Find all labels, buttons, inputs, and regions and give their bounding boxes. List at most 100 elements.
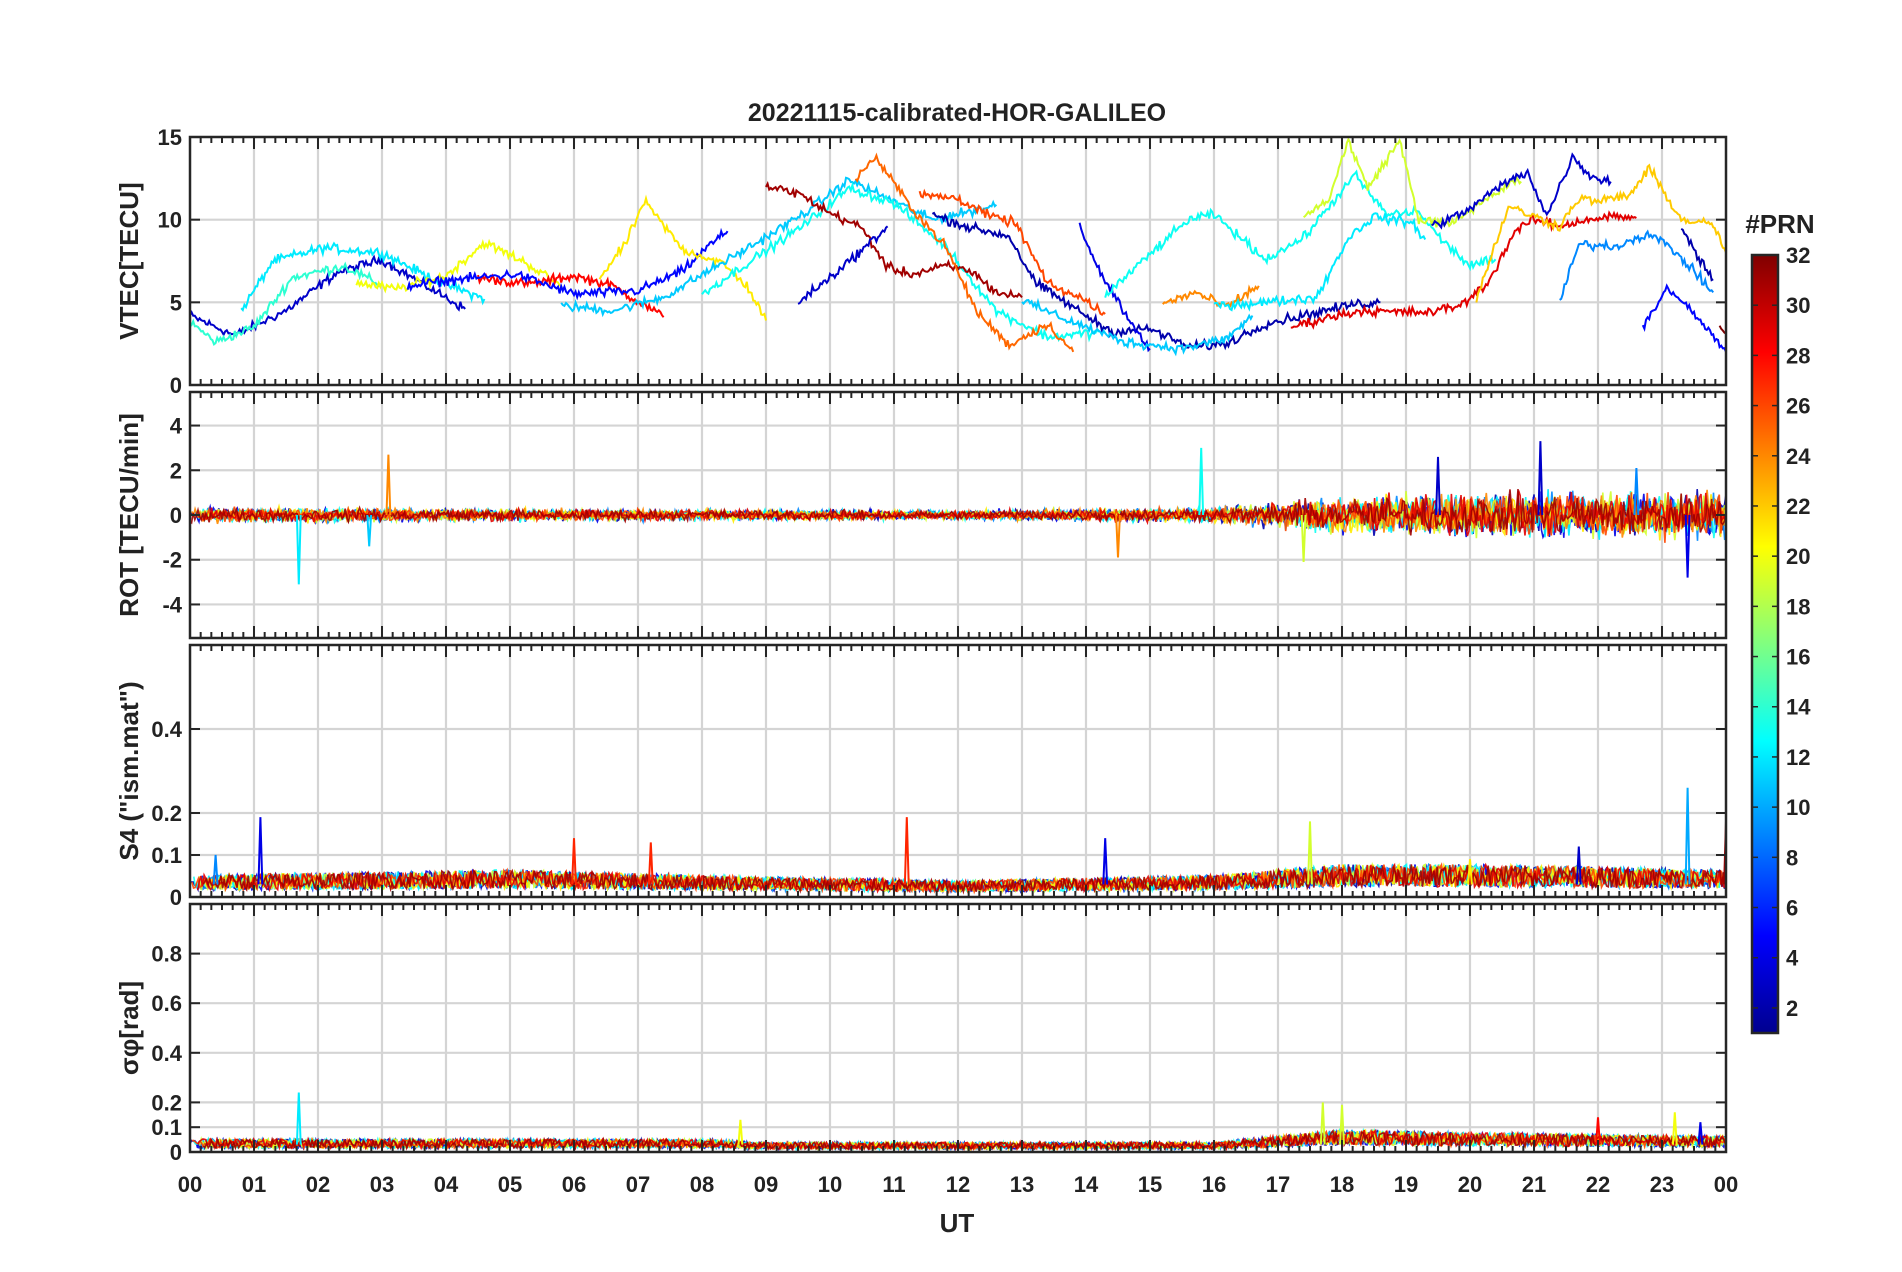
vtec-series-prn-19: [1303, 137, 1522, 228]
rot-spike: [366, 514, 373, 547]
vtec-series-prn-25: [854, 152, 1075, 353]
y-tick-label: 0.4: [151, 717, 182, 742]
vtec-y-axis: 0 5 10 15: [158, 125, 1726, 398]
panel-sigma_phi: 00.10.2 0.4 0.6 0.8 σφ[rad]: [114, 902, 1728, 1165]
rot-spike: [1435, 456, 1441, 516]
panel-rot: -4 -2 0 2 4 ROT [TECU/min]: [114, 390, 1728, 640]
s4-y-axis: 0 0.1 0.2 0.4: [151, 717, 1726, 910]
s4-series: [190, 787, 1726, 895]
rot-spike: [1198, 447, 1205, 516]
x-tick-label: 05: [498, 1172, 522, 1197]
colorbar-tick-label: 4: [1786, 946, 1799, 971]
sigma_phi-spike: [295, 1092, 302, 1145]
x-tick-label: 16: [1202, 1172, 1226, 1197]
colorbar-label: #PRN: [1745, 209, 1814, 239]
x-tick-label: 08: [690, 1172, 714, 1197]
x-tick-label: 13: [1010, 1172, 1034, 1197]
vtec-series-prn-11: [560, 176, 998, 318]
sigma_phi-grid: [190, 904, 1726, 1152]
vtec-series-prn-21: [598, 194, 767, 321]
sigma_phi-spike: [1671, 1112, 1678, 1145]
colorbar-tick-label: 12: [1786, 745, 1810, 770]
chart-title: 20221115-calibrated-HOR-GALILEO: [748, 99, 1166, 127]
sigma_phi-spike: [1319, 1102, 1326, 1145]
x-tick-label: 10: [818, 1172, 842, 1197]
sigma_phi-x-ticks: [189, 904, 1727, 1152]
x-tick-label: 18: [1330, 1172, 1354, 1197]
colorbar-tick-label: 20: [1786, 544, 1810, 569]
sigma_phi-series: [190, 1092, 1726, 1152]
colorbar-tick-label: 30: [1786, 293, 1810, 318]
x-tick-label: 19: [1394, 1172, 1418, 1197]
s4-spike: [1684, 787, 1691, 885]
vtec-series-prn-2: [931, 211, 1381, 351]
s4-spike: [903, 817, 910, 885]
y-tick-label: 0.6: [151, 991, 182, 1016]
sigma_phi-spike: [737, 1119, 744, 1145]
x-tick-label: 09: [754, 1172, 778, 1197]
y-tick-label: 2: [170, 458, 182, 483]
sigma_phi-spike: [1697, 1122, 1704, 1145]
y-tick-label: 10: [158, 208, 182, 233]
x-tick-label: 23: [1650, 1172, 1674, 1197]
colorbar-tick-label: 16: [1786, 645, 1810, 670]
y-tick-label: 0: [170, 503, 182, 528]
colorbar-gradient: [1750, 253, 1780, 1035]
colorbar-tick-label: 8: [1786, 845, 1798, 870]
x-tick-label: 02: [306, 1172, 330, 1197]
s4-spike: [571, 838, 577, 885]
colorbar-tick-label: 14: [1786, 695, 1811, 720]
y-tick-label: 0.1: [151, 843, 182, 868]
colorbar-tick-label: 32: [1786, 243, 1810, 268]
colorbar-tick-label: 2: [1786, 996, 1798, 1021]
vtec-x-ticks: [189, 137, 1727, 385]
vtec-y-label: VTEC[TECU]: [114, 182, 144, 339]
x-tick-label: 03: [370, 1172, 394, 1197]
rot-spike: [1684, 514, 1691, 578]
vtec-series-prn-20: [355, 238, 562, 294]
x-tick-label: 11: [882, 1172, 905, 1197]
sigma_phi-y-axis: 00.10.2 0.4 0.6 0.8: [151, 942, 1726, 1165]
y-tick-label: 0.1: [151, 1115, 182, 1140]
vtec-series-prn-5: [1641, 283, 1726, 353]
colorbar-tick-label: 28: [1786, 343, 1810, 368]
vtec-series-prn-9: [1559, 229, 1714, 301]
x-tick-label: 12: [946, 1172, 970, 1197]
s4-spike: [1307, 821, 1313, 885]
vtec-series-prn-3: [797, 225, 889, 305]
x-tick-label: 15: [1138, 1172, 1162, 1197]
vtec-series-prn-22: [1475, 163, 1726, 303]
vtec-series-prn-13: [1104, 169, 1497, 298]
rot-spike: [1300, 514, 1307, 563]
vtec-series-prn-5: [406, 227, 729, 301]
vtec-series-prn-3: [1431, 152, 1612, 230]
y-tick-label: 0: [170, 1140, 182, 1165]
rot-y-label: ROT [TECU/min]: [114, 413, 144, 617]
vtec-series-prn-24: [1162, 284, 1260, 310]
s4-spike: [1467, 859, 1473, 885]
rot-spike: [1537, 441, 1544, 516]
rot-spike: [295, 514, 302, 585]
y-tick-label: 0.8: [151, 942, 182, 967]
y-tick-label: 15: [158, 125, 182, 150]
colorbar-tick-label: 18: [1786, 594, 1810, 619]
x-tick-label: 14: [1074, 1172, 1099, 1197]
y-tick-label: 4: [170, 414, 183, 439]
x-axis-label: UT: [940, 1208, 975, 1238]
colorbar-tick-label: 24: [1786, 444, 1811, 469]
y-tick-label: 0.2: [151, 801, 182, 826]
sigma_phi-y-label: σφ[rad]: [114, 981, 144, 1075]
vtec-series-prn-28: [477, 271, 665, 318]
y-tick-label: 0: [170, 885, 182, 910]
y-tick-label: 0.4: [151, 1041, 182, 1066]
vtec-series-prn-12: [240, 241, 486, 312]
rot-y-axis: -4 -2 0 2 4: [162, 414, 1726, 617]
x-tick-label: 00: [1714, 1172, 1738, 1197]
sigma_phi-spike: [1339, 1104, 1345, 1145]
s4-x-ticks: [189, 645, 1727, 897]
vtec-series-prn-14: [190, 261, 383, 346]
rot-series-prn-31: [190, 488, 1726, 536]
